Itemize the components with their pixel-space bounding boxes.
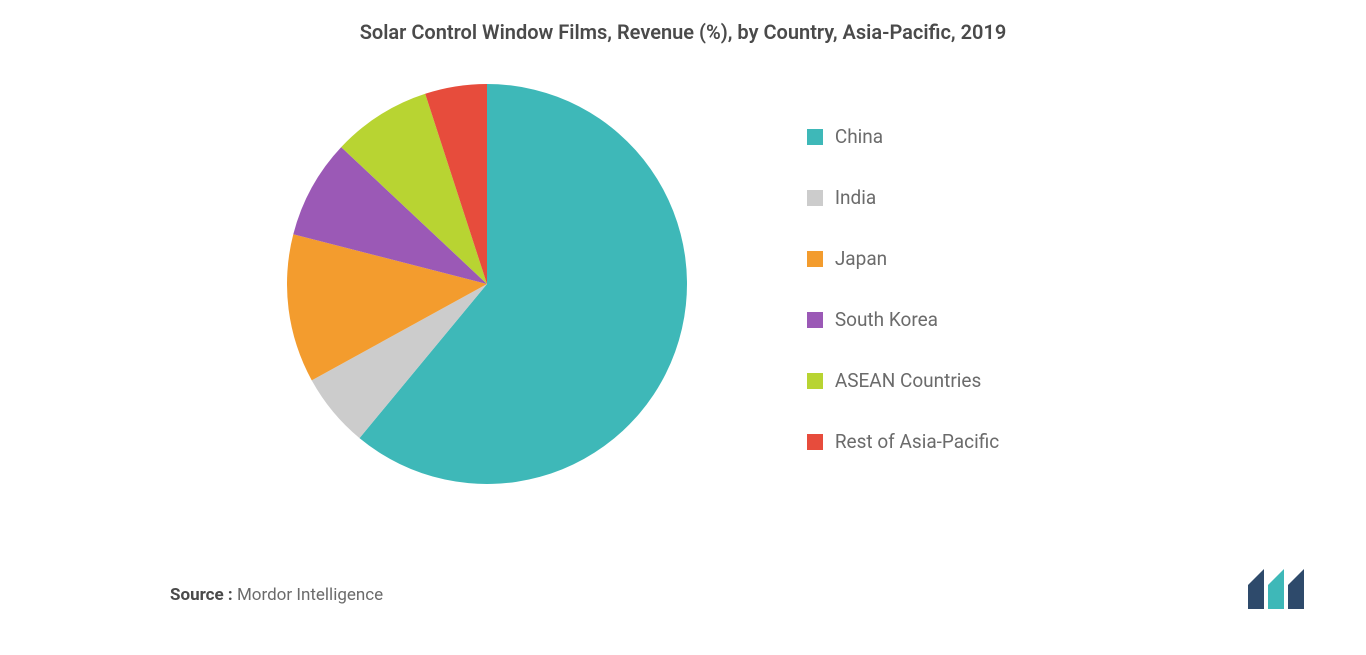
legend-label: Japan [835,247,887,270]
source-label: Source : [170,585,233,605]
legend-label: Rest of Asia-Pacific [835,430,999,453]
legend-item-china: China [807,125,999,148]
legend-swatch [807,434,823,450]
logo [1246,567,1316,615]
legend: China India Japan South Korea ASEAN Countrie… [807,115,999,453]
source-line: Source : Mordor Intelligence [170,585,383,605]
legend-label: India [835,186,876,209]
chart-title: Solar Control Window Films, Revenue (%),… [0,0,1366,54]
legend-label: China [835,125,883,148]
legend-item-south-korea: South Korea [807,308,999,331]
legend-item-rest-of-asia-pacific: Rest of Asia-Pacific [807,430,999,453]
legend-item-india: India [807,186,999,209]
legend-swatch [807,312,823,328]
legend-label: ASEAN Countries [835,369,981,392]
legend-item-japan: Japan [807,247,999,270]
pie-container [287,84,687,484]
logo-icon [1246,567,1316,611]
legend-swatch [807,129,823,145]
pie-chart [287,84,687,484]
legend-swatch [807,251,823,267]
legend-label: South Korea [835,308,938,331]
source-text: Mordor Intelligence [237,585,383,605]
chart-area: China India Japan South Korea ASEAN Countrie… [0,54,1366,484]
legend-swatch [807,190,823,206]
legend-item-asean-countries: ASEAN Countries [807,369,999,392]
legend-swatch [807,373,823,389]
